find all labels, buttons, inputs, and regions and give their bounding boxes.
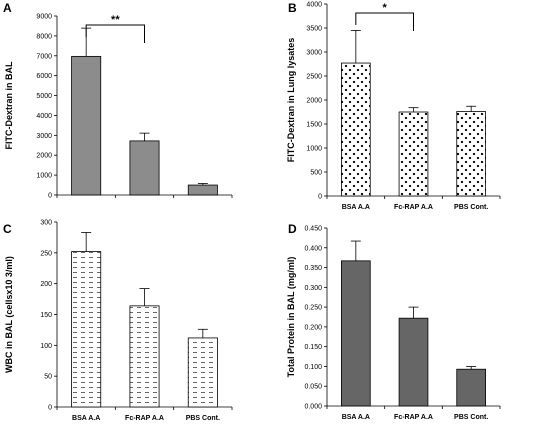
- panel-label: D: [288, 222, 297, 236]
- y-tick-label: 0.400: [304, 245, 322, 252]
- bar: [341, 260, 371, 407]
- y-tick-label: 2000: [306, 98, 322, 105]
- y-axis-title: FITC-Dextran in BAL: [4, 61, 14, 150]
- y-tick-label: 0.150: [304, 344, 322, 351]
- bar: [398, 317, 429, 407]
- y-tick-label: 0.250: [304, 305, 322, 312]
- panel-c: C 0 50 100 150 200 250 300 WBC in BAL (cellsx10 …: [3, 220, 233, 422]
- y-tick-label: 3000: [36, 133, 52, 140]
- y-tick-label: 2500: [306, 74, 322, 81]
- y-tick-label: 50: [44, 374, 52, 381]
- y-tick-label: 500: [310, 170, 322, 177]
- x-category-label: PBS Cont.: [186, 415, 220, 422]
- y-tick-label: 1000: [306, 146, 322, 153]
- bar: [71, 251, 102, 408]
- x-category-label: PBS Cont.: [454, 204, 488, 211]
- panel-label: A: [3, 1, 12, 15]
- y-tick-label: 250: [40, 250, 52, 257]
- y-tick-label: 2000: [36, 153, 52, 160]
- y-tick-label: 3000: [306, 50, 322, 57]
- bar: [398, 111, 429, 197]
- bar: [187, 337, 218, 408]
- y-tick-label: 9000: [36, 14, 52, 21]
- y-tick-label: 6000: [36, 73, 52, 80]
- x-category-label: BSA A.A: [342, 204, 370, 211]
- y-tick-label: 5000: [36, 93, 52, 100]
- y-tick-label: 4000: [36, 113, 52, 120]
- panel-label: B: [288, 1, 297, 15]
- y-tick-label: 0: [318, 194, 322, 201]
- x-category-label: Fc-RAP A.A: [394, 414, 433, 421]
- y-tick-label: 1000: [36, 173, 52, 180]
- x-category-label: Fc-RAP A.A: [125, 415, 164, 422]
- y-tick-label: 0.050: [304, 384, 322, 391]
- y-tick-label: 7000: [36, 53, 52, 60]
- x-category-label: PBS Cont.: [454, 414, 488, 421]
- y-tick-label: 4000: [306, 2, 322, 9]
- panel-b: B 0 500 1000 1500 2000 2500 3000 3500 4000 FITC-De…: [286, 1, 501, 211]
- y-tick-label: 150: [40, 312, 52, 319]
- panel-d: D 0.000 0.050 0.100 0.150 0.200 0.250 0.300 0.35…: [286, 222, 501, 421]
- significance-marker: *: [383, 2, 388, 14]
- y-tick-label: 100: [40, 343, 52, 350]
- y-tick-label: 0: [48, 405, 52, 412]
- panel-a: A 0 1000 2000 3000 4000 5000 6000 7000 8000 9000 FI…: [3, 1, 233, 200]
- panel-label: C: [3, 222, 12, 236]
- y-axis-title: WBC in BAL (cellsx10 3/ml): [4, 256, 14, 373]
- y-tick-label: 0.000: [304, 404, 322, 411]
- x-category-label: Fc-RAP A.A: [394, 204, 433, 211]
- y-axis-title: Total Protein in BAL (mg/ml): [286, 257, 296, 378]
- y-tick-label: 0.450: [304, 226, 322, 233]
- y-tick-label: 0.200: [304, 324, 322, 331]
- y-tick-label: 200: [40, 281, 52, 288]
- y-tick-label: 0.350: [304, 265, 322, 272]
- bar: [129, 140, 160, 196]
- x-category-label: BSA A.A: [342, 414, 370, 421]
- bar: [129, 305, 160, 408]
- bar: [187, 184, 218, 196]
- significance-marker: **: [111, 14, 120, 26]
- y-tick-label: 0: [48, 193, 52, 200]
- significance-bracket: [85, 24, 145, 43]
- bar: [456, 111, 486, 197]
- significance-bracket: [355, 12, 414, 31]
- y-tick-label: 300: [40, 220, 52, 227]
- bar: [71, 55, 102, 196]
- bar: [341, 62, 371, 197]
- y-tick-label: 3500: [306, 26, 322, 33]
- bar: [456, 368, 486, 407]
- y-tick-label: 0.100: [304, 364, 322, 371]
- y-axis-title: FITC-Dextran in Lung lysates: [286, 38, 296, 163]
- y-tick-label: 1500: [306, 122, 322, 129]
- y-tick-label: 8000: [36, 33, 52, 40]
- y-tick-label: 0.300: [304, 285, 322, 292]
- x-category-label: BSA A.A: [72, 415, 100, 422]
